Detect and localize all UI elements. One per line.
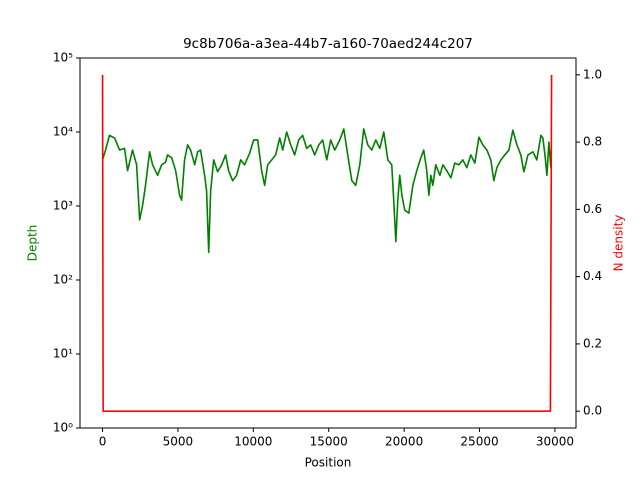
data-line: [101, 128, 552, 254]
y2-tick-label: 1.0: [583, 67, 602, 81]
x-tick-label: 20000: [385, 435, 423, 449]
data-line: [101, 74, 553, 412]
y-tick-label: 10⁰: [53, 421, 73, 435]
x-tick-label: 5000: [163, 435, 194, 449]
y2-tick-label: 0.2: [583, 336, 602, 350]
x-tick-label: 30000: [536, 435, 574, 449]
x-axis-label: Position: [305, 456, 352, 470]
y2-axis-label: N density: [612, 215, 626, 272]
y2-tick-label: 0.6: [583, 202, 602, 216]
y-tick-label: 10²: [53, 273, 73, 287]
y-tick-label: 10³: [53, 199, 73, 213]
y-axis-label: Depth: [26, 225, 40, 262]
x-tick-label: 0: [99, 435, 107, 449]
x-tick-label: 25000: [460, 435, 498, 449]
y2-tick-label: 0.4: [583, 269, 602, 283]
y-tick-label: 10⁴: [53, 125, 73, 139]
y-tick-label: 10¹: [53, 347, 73, 361]
y2-tick-label: 0.0: [583, 404, 602, 418]
y-tick-label: 10⁵: [53, 51, 73, 65]
y2-tick-label: 0.8: [583, 135, 602, 149]
x-tick-label: 10000: [234, 435, 272, 449]
plot-frame: [79, 57, 577, 429]
chart-title: 9c8b706a-a3ea-44b7-a160-70aed244c207: [183, 36, 473, 52]
x-tick-label: 15000: [310, 435, 348, 449]
